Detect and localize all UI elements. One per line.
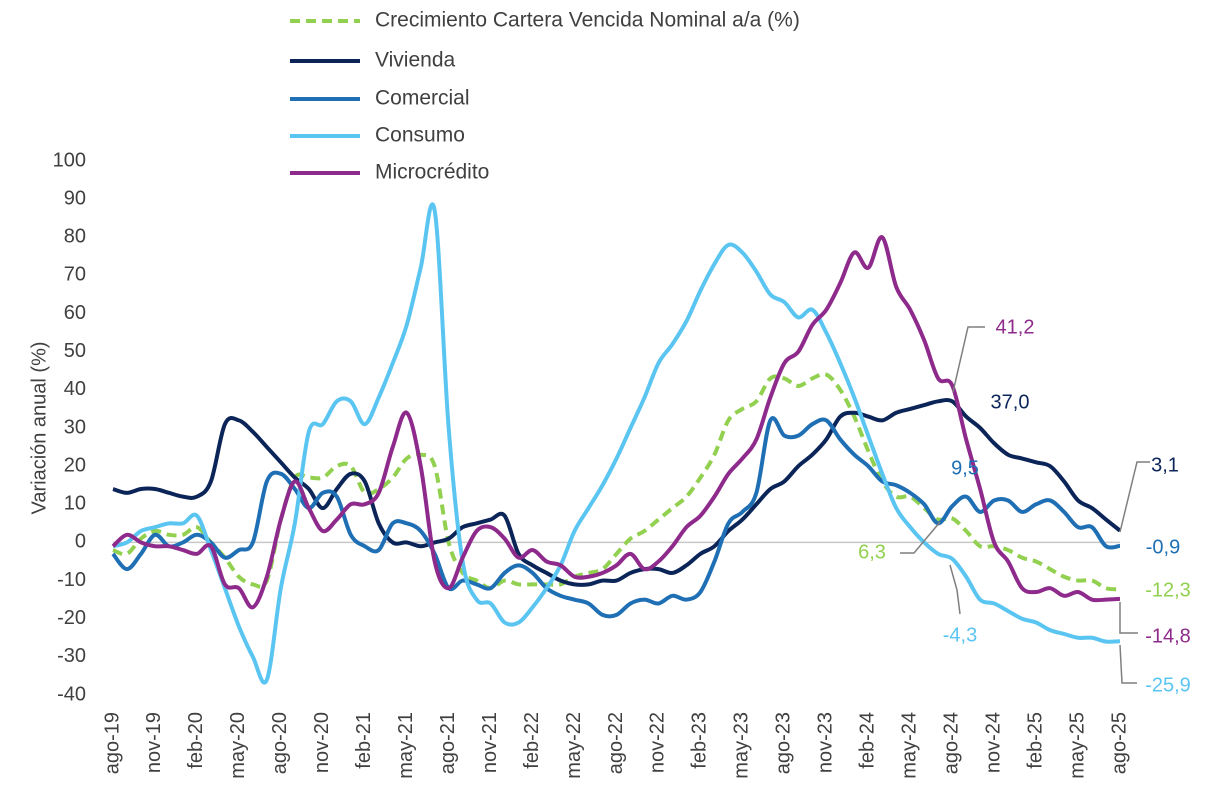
x-tick-label: nov-20 [311,712,333,773]
y-tick-label: -20 [57,607,86,629]
x-tick-label: feb-24 [857,712,879,769]
data-label: -25,9 [1145,674,1191,696]
leader-line [1119,602,1138,634]
x-tick-label: may-21 [395,712,417,779]
x-tick-label: feb-23 [689,712,711,769]
x-tick-label: ago-19 [101,712,123,774]
x-tick-label: feb-20 [185,712,207,769]
x-tick-label: ago-22 [605,712,627,774]
x-tick-label: may-23 [731,712,753,779]
x-tick-label: feb-21 [353,712,375,769]
leader-line [1119,461,1150,533]
data-label: 3,1 [1151,454,1179,476]
data-label: 37,0 [991,391,1030,413]
series-line [112,398,1122,587]
series-line [111,235,1121,610]
data-label: 9,5 [951,457,979,479]
y-tick-label: 40 [64,378,86,400]
leader-line [900,521,941,554]
x-tick-label: may-24 [898,712,920,779]
legend-label: Crecimiento Cartera Vencida Nominal a/a … [375,9,800,32]
legend-label: Vivienda [375,49,455,72]
y-tick-label: 80 [64,226,86,248]
x-tick-label: nov-23 [815,712,837,773]
leader-line [949,564,961,615]
y-tick-label: 20 [64,454,86,476]
x-tick-label: may-20 [227,712,249,779]
x-tick-label: may-25 [1066,712,1088,779]
y-tick-label: 60 [64,302,86,324]
y-tick-label: 10 [64,493,86,515]
x-tick-label: nov-22 [647,712,669,773]
x-tick-label: ago-21 [437,712,459,774]
y-tick-label: 30 [64,416,86,438]
x-tick-label: ago-25 [1108,712,1130,774]
series-line [112,372,1121,592]
x-tick-label: may-22 [563,712,585,779]
x-tick-label: nov-19 [143,712,165,773]
y-tick-label: 100 [53,149,86,171]
data-label: 41,2 [996,316,1035,338]
data-label: 6,3 [858,541,886,563]
data-label: -14,8 [1145,625,1191,647]
data-label: -0,9 [1146,536,1180,558]
x-tick-label: feb-25 [1024,712,1046,769]
leader-line [1119,644,1137,684]
series-line [112,202,1121,685]
legend-label: Comercial [375,87,470,110]
legend-label: Consumo [375,124,465,147]
x-tick-label: ago-20 [269,712,291,774]
x-tick-label: nov-24 [982,712,1004,773]
leader-line [952,326,985,393]
y-tick-label: 70 [64,264,86,286]
y-axis-label: Variación anual (%) [28,341,50,514]
y-tick-label: 0 [75,531,86,553]
x-tick-label: nov-21 [479,712,501,773]
y-tick-label: -10 [57,569,86,591]
x-tick-label: ago-24 [940,712,962,774]
y-tick-label: 90 [64,187,86,209]
x-tick-label: feb-22 [521,712,543,769]
y-tick-label: -40 [57,683,86,705]
y-tick-label: 50 [64,340,86,362]
data-label: -4,3 [943,624,977,646]
legend-label: Microcrédito [375,161,489,184]
y-tick-label: -30 [57,645,86,667]
x-tick-label: ago-23 [773,712,795,774]
series-line [111,416,1121,619]
data-label: -12,3 [1145,579,1191,601]
